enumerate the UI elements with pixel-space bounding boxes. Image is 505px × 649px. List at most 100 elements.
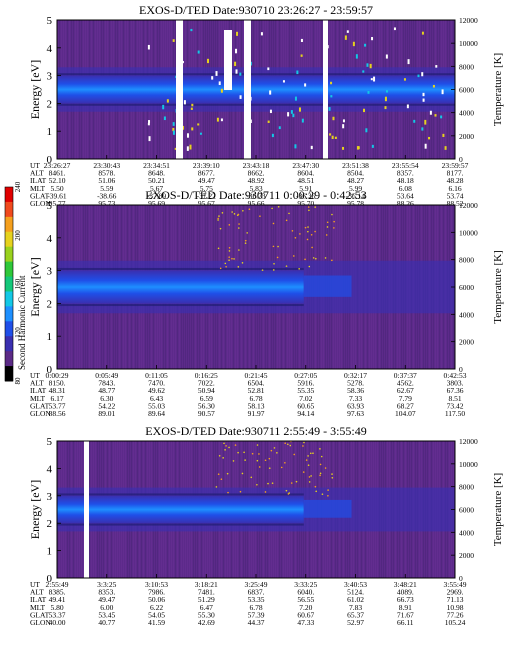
scatter-point [244,459,246,461]
y2-tick-label: 12000 [459,16,478,25]
scatter-point [435,65,438,68]
scatter-point [385,90,388,93]
scatter-point [319,474,321,477]
table-cell: 53.77 [49,401,66,410]
table-cell: 8177. [447,169,464,178]
scatter-point [147,44,150,50]
scatter-point [406,104,409,109]
colorbar-segment [5,187,13,203]
table-cell: 6.17 [50,394,63,403]
scatter-point [284,462,286,464]
scatter-point [294,96,297,101]
scatter-point [226,472,229,475]
scatter-point [221,212,224,214]
table-cell: 95.73 [98,199,115,208]
scatter-point [228,250,231,252]
scatter-point [147,122,150,126]
table-cell: 6.30 [100,394,113,403]
scatter-point [384,96,387,102]
scatter-point [319,472,322,475]
colorbar-segment [5,336,13,352]
colorbar-segment [5,306,13,322]
table-cell: 0:32:17 [344,371,367,380]
y-axis-label: Energy [eV] [28,257,42,316]
table-cell: 3:48:21 [394,580,417,589]
band-edge [57,103,455,106]
scatter-point [311,246,313,249]
band-edge [57,523,304,526]
scatter-point [328,107,331,111]
scatter-point [310,233,313,236]
table-row-label: MLT [30,394,46,403]
scatter-point [215,486,218,488]
scatter-point [217,247,220,250]
table-cell: 23:26:27 [44,161,71,170]
table-cell: -38.66 [97,191,117,200]
scatter-point [364,43,367,47]
y2-tick-label: 6000 [459,283,474,292]
table-cell: 58.13 [248,401,265,410]
scatter-point [235,69,238,74]
scatter-point [217,473,220,476]
scatter-point [276,256,279,259]
scatter-point [290,110,293,114]
scatter-point [421,72,424,77]
table-cell: 5278. [347,379,364,388]
scatter-point [304,226,307,229]
scatter-point [321,493,324,495]
table-cell: 8578. [98,169,115,178]
table-cell: 105.24 [445,618,466,627]
table-cell: 97.63 [347,409,364,418]
scatter-point [268,457,271,460]
table-cell: 95.69 [148,199,165,208]
y2-tick-label: 10000 [459,228,478,237]
table-cell: 67.36 [447,386,464,395]
scatter-point [191,103,194,107]
table-cell: 5.99 [349,184,362,193]
scatter-point [282,80,285,83]
scatter-point [237,213,240,216]
table-cell: 7.79 [399,394,412,403]
data-gap [84,441,89,578]
scatter-point [310,475,312,477]
table-cell: 7022. [198,379,215,388]
table-row-label: MLT [30,603,46,612]
scatter-point [331,259,333,262]
table-cell: 49.47 [98,595,115,604]
scatter-point [246,232,248,234]
y-tick-label: 4 [47,43,53,55]
scatter-point [211,76,214,80]
scatter-point [228,259,230,262]
scatter-point [373,76,376,82]
scatter-point [342,146,345,150]
table-cell: 50.94 [198,386,215,395]
scatter-point [294,144,297,149]
y-tick-label: 1 [47,126,53,138]
scatter-point [239,95,242,99]
table-cell: 6837. [248,588,265,597]
scatter-point [307,464,310,466]
scatter-point [174,147,177,150]
table-cell: 53.74 [447,191,464,200]
scatter-point [331,473,333,475]
scatter-point [307,206,310,208]
table-cell: 6.78 [249,394,262,403]
scatter-point [325,234,328,236]
table-cell: 5.67 [150,184,163,193]
table-cell: 40.00 [49,618,66,627]
table-cell: 8504. [347,169,364,178]
table-cell: 95.66 [248,199,265,208]
table-cell: 51.29 [198,595,215,604]
colorbar-tick-label: 120 [14,327,22,338]
table-cell: 50.21 [148,176,165,185]
table-cell: 23:51:38 [342,161,369,170]
scatter-point [366,63,369,67]
table-cell: -37.22 [197,191,217,200]
scatter-points [217,206,335,271]
y-tick-label: 5 [47,436,53,448]
y-tick-label: 5 [47,15,53,27]
table-cell: 58.36 [347,386,364,395]
scatter-point [182,125,185,130]
table-cell: 3:25:49 [245,580,268,589]
